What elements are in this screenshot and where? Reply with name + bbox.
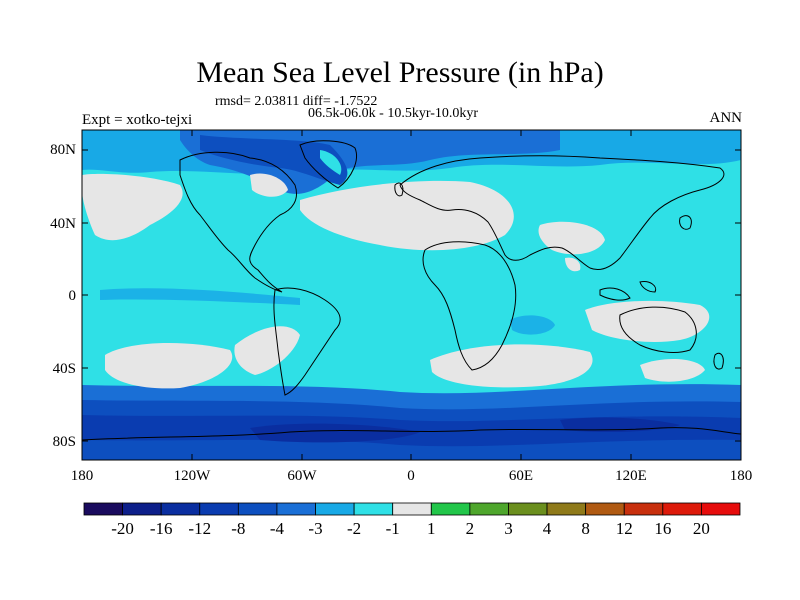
lon-label-60w: 60W <box>287 468 317 484</box>
colorbar-label: -8 <box>231 519 246 538</box>
axis-ticks <box>81 130 742 460</box>
colorbar-swatch <box>469 502 509 516</box>
lat-label-80n: 80N <box>50 142 76 158</box>
colorbar-swatch <box>701 502 741 516</box>
colorbar-swatch <box>276 502 316 516</box>
map-title: Mean Sea Level Pressure (in hPa) <box>196 56 604 89</box>
colorbar-label: 4 <box>542 519 552 538</box>
period-line: 06.5k-06.0k - 10.5kyr-10.0kyr <box>308 106 479 121</box>
colorbar-label: -2 <box>347 519 362 538</box>
coastlines <box>82 140 741 441</box>
colorbar-label: -16 <box>149 519 173 538</box>
lon-label-0: 0 <box>407 468 415 484</box>
colorbar-label: 2 <box>465 519 475 538</box>
colorbar-swatch <box>546 502 587 516</box>
lat-label-40s: 40S <box>52 361 76 377</box>
colorbar-swatch <box>392 502 432 516</box>
colorbar-swatch <box>83 502 123 516</box>
colorbar-label: 12 <box>615 519 633 538</box>
lon-label-120w: 120W <box>173 468 211 484</box>
colorbar-swatch <box>199 502 239 516</box>
colorbar-swatch <box>237 502 278 516</box>
colorbar-label: -12 <box>188 519 212 538</box>
lon-label-60e: 60E <box>508 468 534 484</box>
colorbar-swatch <box>430 502 471 516</box>
colorbar-swatch <box>623 502 664 516</box>
colorbar-label: 20 <box>692 519 710 538</box>
map-field <box>82 130 741 460</box>
lon-label-180w: 180 <box>70 468 94 484</box>
lat-label-80s: 80S <box>52 434 76 450</box>
colorbar-label: -1 <box>385 519 400 538</box>
lat-label-0: 0 <box>68 288 77 304</box>
colorbar-swatch <box>662 502 702 516</box>
colorbar-label: -4 <box>269 519 285 538</box>
colorbar-label: 16 <box>654 519 672 538</box>
colorbar-swatch <box>122 502 162 516</box>
colorbar-swatch <box>353 502 394 516</box>
lon-label-120e: 120E <box>615 468 647 484</box>
lat-label-40n: 40N <box>50 216 76 232</box>
lon-label-180e: 180 <box>729 468 753 484</box>
colorbar-label: 8 <box>581 519 590 538</box>
colorbar-swatch <box>508 502 548 516</box>
colorbar-label: 1 <box>427 519 436 538</box>
stats-line: rmsd= 2.03811 diff= -1.7522 <box>215 94 378 109</box>
colorbar-label: 3 <box>504 519 513 538</box>
colorbar-label: -20 <box>111 519 134 538</box>
season-label: ANN <box>709 110 743 126</box>
colorbar-swatch <box>160 502 201 516</box>
colorbar-label: -3 <box>308 519 323 538</box>
colorbar-swatch <box>585 502 625 516</box>
colorbar <box>83 502 741 516</box>
colorbar-swatch <box>315 502 355 516</box>
experiment-label: Expt = xotko-tejxi <box>82 112 193 128</box>
